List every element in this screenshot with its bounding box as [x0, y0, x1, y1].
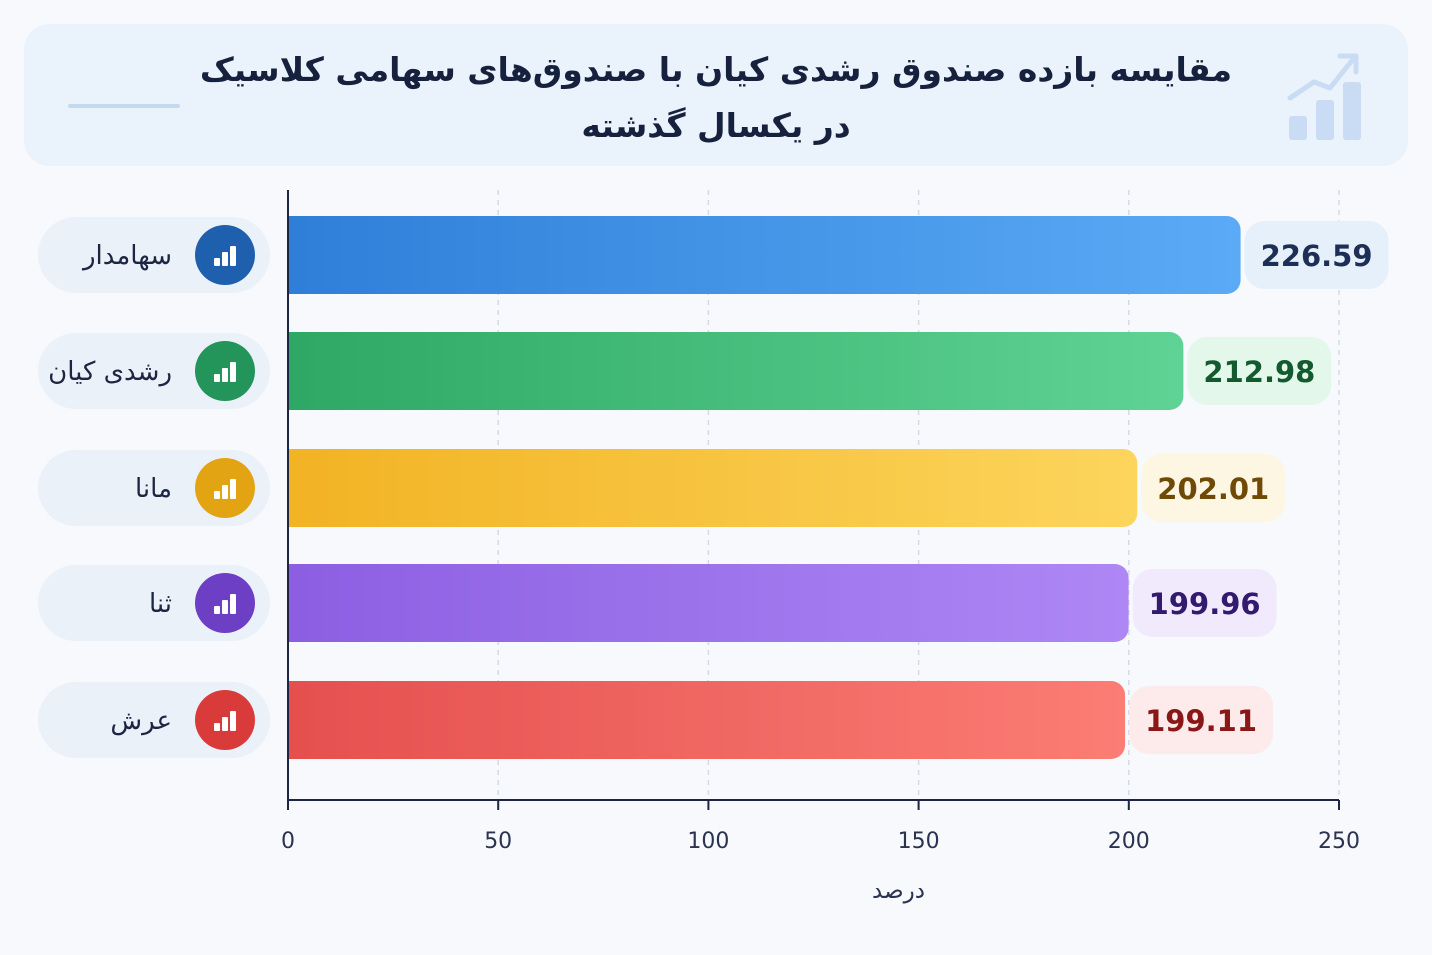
- bar-chart-icon-bar: [214, 491, 220, 499]
- bar: [288, 681, 1126, 759]
- x-tick-label: 250: [1318, 829, 1360, 854]
- bar-chart-icon-bar: [222, 252, 228, 266]
- chart-header: مقایسه بازده صندوق رشدی کیان با صندوق‌ها…: [24, 24, 1408, 166]
- category-label: مانا: [135, 474, 172, 504]
- bar-chart-icon-bar: [230, 711, 236, 731]
- value-label-bg: [1141, 454, 1286, 522]
- bar-chart-icon-bar: [222, 600, 228, 614]
- x-axis-title: درصد: [872, 878, 925, 904]
- category-label: سهامدار: [81, 241, 172, 271]
- category-label: عرش: [110, 706, 172, 736]
- bar-chart-icon-bar: [230, 362, 236, 382]
- growth-chart-icon: [1287, 53, 1361, 140]
- value-label-bg: [1129, 686, 1274, 754]
- bar-left-edge: [288, 216, 308, 294]
- bar-chart-icon-bar: [230, 246, 236, 266]
- axes: 0 50 100 150 200 250 درصد: [281, 190, 1360, 904]
- bar-chart-icon-bar: [222, 485, 228, 499]
- x-tick-label: 0: [281, 829, 295, 854]
- bar-chart-icon-bar: [214, 606, 220, 614]
- bar-left-edge: [288, 564, 308, 642]
- value-label: 199.96: [1149, 587, 1261, 621]
- bar-chart-icon-bar: [230, 479, 236, 499]
- x-tick-label: 50: [484, 829, 512, 854]
- chart-title-line-2: در یکسال گذشته: [581, 106, 851, 145]
- bar: [288, 564, 1129, 642]
- bar-chart-icon-bar: [230, 594, 236, 614]
- value-label-bg: [1132, 569, 1277, 637]
- x-tick-label: 150: [898, 829, 940, 854]
- x-tick-label: 100: [687, 829, 729, 854]
- bar-chart-icon-bar: [214, 258, 220, 266]
- value-label-bg: [1187, 337, 1332, 405]
- chart-title: مقایسه بازده صندوق رشدی کیان با صندوق‌ها…: [194, 42, 1238, 154]
- bar: [288, 332, 1184, 410]
- value-label: 199.11: [1145, 704, 1257, 738]
- bar-chart-icon-bar: [222, 368, 228, 382]
- bar-left-edge: [288, 449, 308, 527]
- x-tick-label: 200: [1108, 829, 1150, 854]
- bar-chart-icon-bar: [214, 723, 220, 731]
- category-label: ثنا: [149, 589, 172, 619]
- category-label: رشدی کیان: [48, 357, 172, 387]
- value-label: 212.98: [1203, 355, 1315, 389]
- bar-left-edge: [288, 332, 308, 410]
- bar-left-edge: [288, 681, 308, 759]
- bars: سهامدار 226.59 رشدی کیان 212.98 مانا 202.01 ثن…: [38, 216, 1389, 759]
- header-decor-line: [68, 104, 180, 108]
- bar-chart-icon-bar: [222, 717, 228, 731]
- bar: [288, 216, 1241, 294]
- value-label-bg: [1244, 221, 1389, 289]
- bar-chart-icon-bar: [214, 374, 220, 382]
- bar: [288, 449, 1138, 527]
- value-label: 202.01: [1157, 472, 1269, 506]
- value-label: 226.59: [1261, 239, 1373, 273]
- chart-title-line-1: مقایسه بازده صندوق رشدی کیان با صندوق‌ها…: [199, 50, 1233, 89]
